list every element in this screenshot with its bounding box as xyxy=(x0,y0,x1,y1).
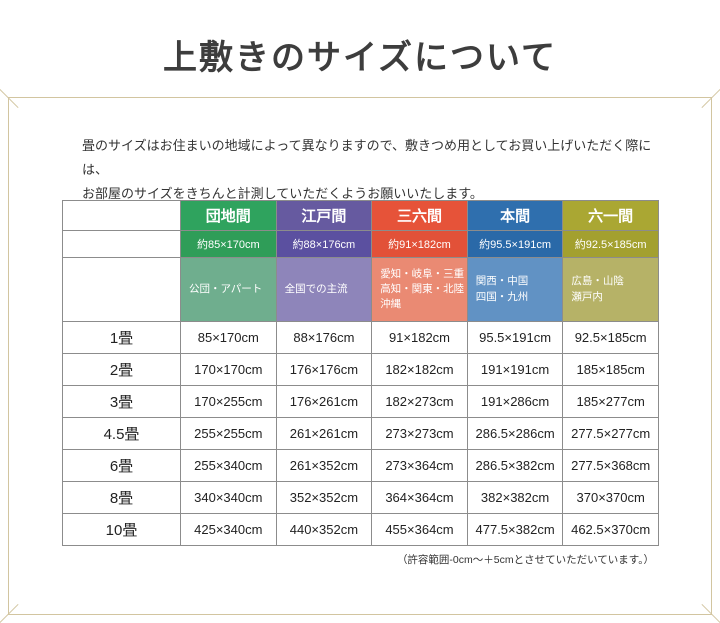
region-cell: 公団・アパート xyxy=(180,257,277,322)
size-cell: 273×364cm xyxy=(371,449,468,482)
size-cell: 425×340cm xyxy=(180,513,277,546)
region-cell: 関西・中国 四国・九州 xyxy=(466,257,564,322)
width-cell: 約85×170cm xyxy=(180,230,277,258)
frame-corner-top-right xyxy=(701,88,720,109)
size-cell: 261×352cm xyxy=(275,449,373,482)
frame-corner-bottom-left xyxy=(0,603,19,623)
table-row: 4.5畳 255×255cm 261×261cm 273×273cm 286.5… xyxy=(62,417,659,450)
region-cell: 広島・山陰 瀬戸内 xyxy=(562,257,659,322)
intro-line-2: お部屋のサイズをきちんと計測していただくようお願いいたします。 xyxy=(82,186,483,202)
width-cell: 約95.5×191cm xyxy=(466,230,564,258)
row-label: 1畳 xyxy=(62,321,181,354)
region-cell: 全国での主流 xyxy=(275,257,373,322)
column-header: 三六間 xyxy=(371,200,468,231)
corner-label: 呼び名 xyxy=(62,200,181,231)
size-cell: 455×364cm xyxy=(371,513,468,546)
width-row-label: １畳の幅×長さ xyxy=(62,230,181,258)
row-label: 6畳 xyxy=(62,449,181,482)
decorative-frame xyxy=(0,88,720,623)
size-cell: 364×364cm xyxy=(371,481,468,514)
size-cell: 273×273cm xyxy=(371,417,468,450)
size-cell: 277.5×368cm xyxy=(562,449,659,482)
size-cell: 185×277cm xyxy=(562,385,659,418)
size-cell: 170×170cm xyxy=(180,353,277,386)
size-cell: 182×182cm xyxy=(371,353,468,386)
table-row: 2畳 170×170cm 176×176cm 182×182cm 191×191… xyxy=(62,353,659,386)
width-row: １畳の幅×長さ 約85×170cm 約88×176cm 約91×182cm 約9… xyxy=(62,230,659,258)
size-cell: 88×176cm xyxy=(275,321,373,354)
row-label: 4.5畳 xyxy=(62,417,181,450)
size-cell: 462.5×370cm xyxy=(562,513,659,546)
region-row-label: 主に使用されて いる地域 xyxy=(62,257,181,322)
column-header: 団地間 xyxy=(180,200,277,231)
row-label: 3畳 xyxy=(62,385,181,418)
size-cell: 191×191cm xyxy=(466,353,564,386)
frame-corner-top-left xyxy=(0,88,19,109)
size-cell: 261×261cm xyxy=(275,417,373,450)
size-cell: 477.5×382cm xyxy=(466,513,564,546)
region-cell: 愛知・岐阜・三重 高知・関東・北陸 沖縄 xyxy=(371,257,468,322)
size-cell: 92.5×185cm xyxy=(562,321,659,354)
size-cell: 176×176cm xyxy=(275,353,373,386)
tolerance-note: （許容範囲-0cm～＋5cmとさせていただいています。） xyxy=(396,554,654,566)
size-cell: 182×273cm xyxy=(371,385,468,418)
region-row: 主に使用されて いる地域 公団・アパート 全国での主流 愛知・岐阜・三重 高知・… xyxy=(62,257,659,322)
width-cell: 約88×176cm xyxy=(275,230,373,258)
size-cell: 440×352cm xyxy=(275,513,373,546)
size-cell: 382×382cm xyxy=(466,481,564,514)
table-row: 10畳 425×340cm 440×352cm 455×364cm 477.5×… xyxy=(62,513,659,546)
size-cell: 191×286cm xyxy=(466,385,564,418)
size-cell: 255×255cm xyxy=(180,417,277,450)
header-row: 呼び名 団地間 江戸間 三六間 本間 六一間 xyxy=(62,200,659,231)
size-cell: 340×340cm xyxy=(180,481,277,514)
size-cell: 255×340cm xyxy=(180,449,277,482)
size-cell: 277.5×277cm xyxy=(562,417,659,450)
width-cell: 約92.5×185cm xyxy=(562,230,659,258)
table-row: 3畳 170×255cm 176×261cm 182×273cm 191×286… xyxy=(62,385,659,418)
column-header: 六一間 xyxy=(562,200,659,231)
size-cell: 370×370cm xyxy=(562,481,659,514)
intro-text: 畳のサイズはお住まいの地域によって異なりますので、敷きつめ用としてお買い上げいた… xyxy=(82,134,660,206)
tatami-size-table: 呼び名 団地間 江戸間 三六間 本間 六一間 １畳の幅×長さ 約85×170cm… xyxy=(62,200,659,546)
size-cell: 176×261cm xyxy=(275,385,373,418)
table-row: 1畳 85×170cm 88×176cm 91×182cm 95.5×191cm… xyxy=(62,321,659,354)
table-row: 8畳 340×340cm 352×352cm 364×364cm 382×382… xyxy=(62,481,659,514)
frame-corner-bottom-right xyxy=(701,603,720,623)
column-header: 本間 xyxy=(466,200,564,231)
size-cell: 95.5×191cm xyxy=(466,321,564,354)
width-cell: 約91×182cm xyxy=(371,230,468,258)
row-label: 8畳 xyxy=(62,481,181,514)
size-cell: 185×185cm xyxy=(562,353,659,386)
size-cell: 85×170cm xyxy=(180,321,277,354)
row-label: 10畳 xyxy=(62,513,181,546)
size-cell: 286.5×286cm xyxy=(466,417,564,450)
size-cell: 352×352cm xyxy=(275,481,373,514)
size-cell: 286.5×382cm xyxy=(466,449,564,482)
page-title: 上敷きのサイズについて xyxy=(163,40,557,77)
table-row: 6畳 255×340cm 261×352cm 273×364cm 286.5×3… xyxy=(62,449,659,482)
column-header: 江戸間 xyxy=(275,200,373,231)
row-label: 2畳 xyxy=(62,353,181,386)
size-cell: 91×182cm xyxy=(371,321,468,354)
intro-line-1: 畳のサイズはお住まいの地域によって異なりますので、敷きつめ用としてお買い上げいた… xyxy=(82,138,652,178)
size-cell: 170×255cm xyxy=(180,385,277,418)
